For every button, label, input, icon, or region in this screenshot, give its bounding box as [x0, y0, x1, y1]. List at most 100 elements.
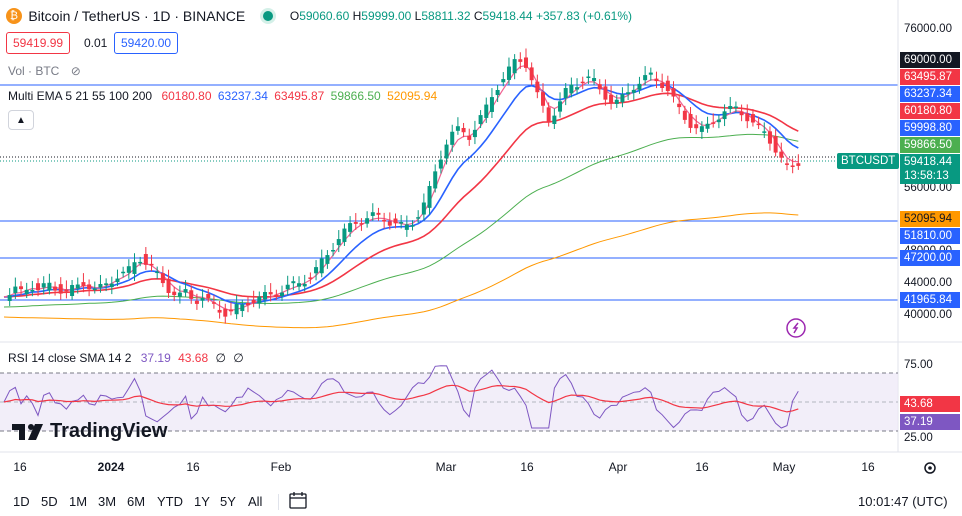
market-status-icon[interactable]: [262, 10, 273, 21]
candle-body: [30, 289, 35, 292]
ema5-value: 60180.80: [161, 89, 212, 103]
range-ytd[interactable]: YTD: [157, 494, 183, 509]
candle-body: [143, 254, 148, 265]
rsi-extra2: ∅: [233, 351, 244, 365]
candle-body: [262, 292, 267, 300]
ema200-value: 52095.94: [387, 89, 438, 103]
candle-body: [648, 72, 653, 75]
collapse-legend-button[interactable]: ▲: [8, 110, 34, 130]
symbol-title[interactable]: Bitcoin / TetherUS · 1D · BINANCE: [28, 7, 246, 24]
low-value: 58811.32: [421, 8, 471, 23]
range-1m[interactable]: 1M: [69, 494, 88, 509]
candle-body: [126, 266, 131, 273]
tradingview-logo[interactable]: TradingView: [12, 420, 167, 443]
candle-body: [58, 284, 63, 294]
replay-icon[interactable]: [786, 318, 806, 338]
symbol-header: ₿ Bitcoin / TetherUS · 1D · BINANCE O590…: [6, 7, 632, 24]
candle-body: [671, 88, 676, 97]
buy-button[interactable]: 59420.00: [114, 32, 179, 54]
candle-body: [597, 84, 602, 90]
candle-body: [739, 111, 744, 116]
candle-body: [138, 261, 143, 264]
rsi-tick: 75.00: [904, 359, 933, 371]
candle-body: [654, 78, 659, 82]
range-6m[interactable]: 6M: [127, 494, 146, 509]
time-tick: 16: [695, 460, 709, 474]
range-1d[interactable]: 1D: [13, 494, 30, 509]
candle-body: [251, 299, 256, 304]
sell-button[interactable]: 59419.99: [6, 32, 71, 54]
rsi-tag-sma: 43.68: [900, 396, 960, 412]
volume-legend-label: Vol · BTC: [8, 64, 60, 78]
ema-legend[interactable]: Multi EMA 5 21 55 100 200 60180.80 63237…: [8, 88, 437, 104]
candle-body: [552, 115, 557, 124]
price-tick: 40000.00: [904, 309, 952, 321]
candle-body: [274, 294, 279, 297]
candle-body: [342, 228, 347, 242]
range-5y[interactable]: 5Y: [220, 494, 236, 509]
price-tag-59998: 59998.80: [900, 120, 960, 136]
candle-body: [796, 163, 801, 166]
candle-body: [586, 76, 591, 79]
candle-body: [580, 81, 585, 84]
eye-hidden-icon[interactable]: ⊘: [70, 64, 81, 78]
candle-body: [450, 131, 455, 145]
tradingview-logo-text: TradingView: [50, 420, 168, 442]
range-5d[interactable]: 5D: [41, 494, 58, 509]
candle-body: [365, 218, 370, 224]
gear-icon[interactable]: [924, 462, 936, 474]
rsi-sma-value: 43.68: [178, 351, 209, 365]
candle-body: [234, 304, 239, 315]
candle-body: [784, 163, 789, 165]
candle-body: [194, 300, 199, 304]
candle-body: [427, 186, 432, 208]
range-3m[interactable]: 3M: [98, 494, 117, 509]
time-tick: May: [772, 460, 796, 474]
price-tag-51810: 51810.00: [900, 228, 960, 244]
candle-body: [285, 284, 290, 290]
candle-body: [523, 57, 528, 68]
range-1y[interactable]: 1Y: [194, 494, 210, 509]
price-tag-69000: 69000.00: [900, 52, 960, 68]
close-value: 59418.44: [482, 8, 533, 23]
candle-body: [166, 278, 171, 293]
candle-body: [472, 129, 477, 138]
candle-body: [767, 131, 772, 144]
candle-body: [699, 126, 704, 132]
price-tag-countdown: 13:58:13: [900, 168, 960, 184]
candle-body: [7, 295, 12, 301]
ema21-value: 63237.34: [217, 89, 268, 103]
candle-body: [240, 304, 245, 312]
candle-body: [36, 283, 41, 291]
rsi-extra1: ∅: [215, 351, 226, 365]
candle-body: [98, 284, 103, 288]
open-label: O: [289, 8, 300, 23]
candle-body: [512, 59, 517, 74]
ema-legend-name: Multi EMA 5 21 55 100 200: [8, 89, 153, 103]
candle-body: [563, 88, 568, 99]
ema100-line: [3, 133, 799, 308]
time-tick: Mar: [435, 460, 457, 474]
candle-body: [711, 122, 716, 124]
candle-body: [728, 106, 733, 110]
date-range-icon[interactable]: [289, 492, 307, 509]
candle-body: [177, 292, 182, 297]
range-all[interactable]: All: [248, 494, 263, 509]
candle-body: [64, 289, 69, 292]
candle-body: [546, 107, 551, 123]
candle-body: [132, 262, 137, 274]
volume-legend[interactable]: Vol · BTC ⊘: [8, 63, 81, 79]
candle-body: [348, 223, 353, 232]
candle-body: [444, 144, 449, 159]
rsi-legend[interactable]: RSI 14 close SMA 14 2 37.19 43.68 ∅ ∅: [8, 350, 244, 366]
candle-body: [160, 273, 165, 284]
candle-body: [575, 87, 580, 90]
candle-body: [206, 294, 211, 299]
candle-body: [541, 92, 546, 106]
utc-clock[interactable]: 10:01:47 (UTC): [858, 494, 948, 509]
bitcoin-icon[interactable]: ₿: [6, 7, 22, 24]
tradingview-logo-icon: [12, 423, 43, 440]
candle-body: [353, 222, 358, 224]
candle-body: [558, 101, 563, 112]
